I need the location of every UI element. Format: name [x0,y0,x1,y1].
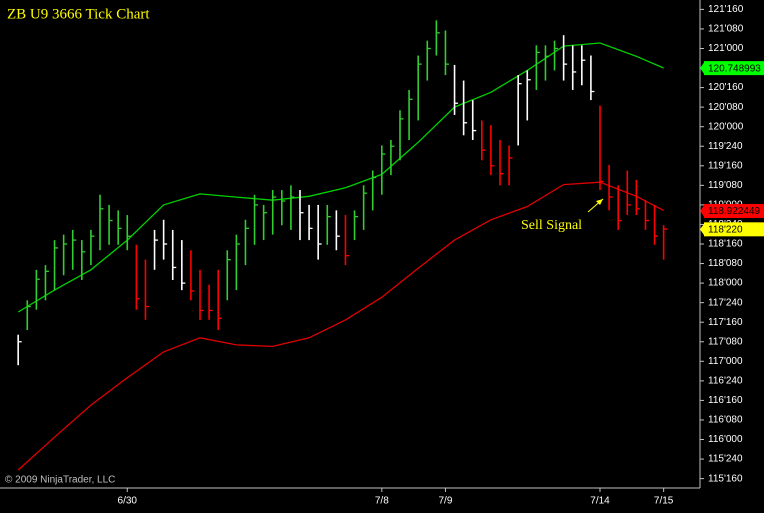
x-tick-label: 7/14 [590,496,610,507]
copyright: © 2009 NinjaTrader, LLC [5,475,115,486]
y-tick-label: 116'240 [708,375,743,386]
price-marker-label: 118.922449 [708,206,761,217]
y-tick-label: 116'080 [708,415,743,426]
price-marker-pointer [700,61,705,76]
y-tick-label: 119'240 [708,141,743,152]
moving-average [17,42,664,313]
y-tick-label: 121'160 [708,4,744,15]
price-marker-pointer [700,203,705,218]
y-tick-label: 119'160 [708,160,743,171]
y-tick-label: 117'000 [708,356,743,367]
moving-average [17,181,664,471]
y-tick-label: 117'080 [708,336,743,347]
y-tick-label: 117'160 [708,317,743,328]
price-marker-box [704,203,764,218]
x-tick-label: 6/30 [118,496,138,507]
y-tick-label: 120'000 [708,121,744,132]
y-tick-label: 118'000 [708,278,743,289]
y-tick-label: 116'000 [708,434,743,445]
annotation-arrowhead [596,199,603,205]
y-tick-label: 120'160 [708,82,744,93]
x-tick-label: 7/15 [654,496,674,507]
price-marker-label: 118'220 [708,224,743,235]
price-marker-box [704,61,764,76]
y-tick-label: 116'160 [708,395,743,406]
y-tick-label: 115'160 [708,473,743,484]
y-tick-label: 117'240 [708,297,743,308]
y-tick-label: 118'160 [708,239,743,250]
chart-title: ZB U9 3666 Tick Chart [7,6,150,22]
price-marker-label: 120.748993 [708,63,761,74]
y-tick-label: 121'000 [708,43,744,54]
price-marker-box [704,222,764,237]
annotation: Sell Signal [521,218,582,233]
y-tick-label: 120'080 [708,102,744,113]
y-tick-label: 115'240 [708,454,743,465]
x-tick-label: 7/9 [439,496,453,507]
x-tick-label: 7/8 [375,496,389,507]
y-tick-label: 119'080 [708,180,743,191]
y-tick-label: 121'080 [708,24,744,35]
y-tick-label: 118'080 [708,258,743,269]
price-marker-pointer [700,222,705,237]
